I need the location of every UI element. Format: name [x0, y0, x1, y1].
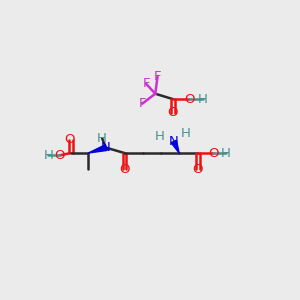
Text: O: O: [208, 146, 218, 160]
Text: H: H: [155, 130, 165, 142]
Text: F: F: [142, 77, 150, 90]
Polygon shape: [88, 145, 107, 153]
Text: O: O: [64, 134, 75, 146]
Text: N: N: [169, 135, 178, 148]
Text: H: H: [198, 93, 208, 106]
Text: F: F: [154, 70, 161, 83]
Text: N: N: [101, 141, 111, 154]
Text: O: O: [168, 106, 178, 119]
Text: O: O: [184, 93, 194, 106]
Text: O: O: [55, 149, 65, 162]
Text: F: F: [138, 97, 146, 110]
Text: H: H: [221, 146, 231, 160]
Text: H: H: [43, 149, 53, 162]
Text: O: O: [119, 163, 130, 176]
Text: H: H: [97, 132, 107, 145]
Polygon shape: [171, 140, 179, 153]
Text: O: O: [192, 163, 203, 176]
Text: H: H: [180, 127, 190, 140]
